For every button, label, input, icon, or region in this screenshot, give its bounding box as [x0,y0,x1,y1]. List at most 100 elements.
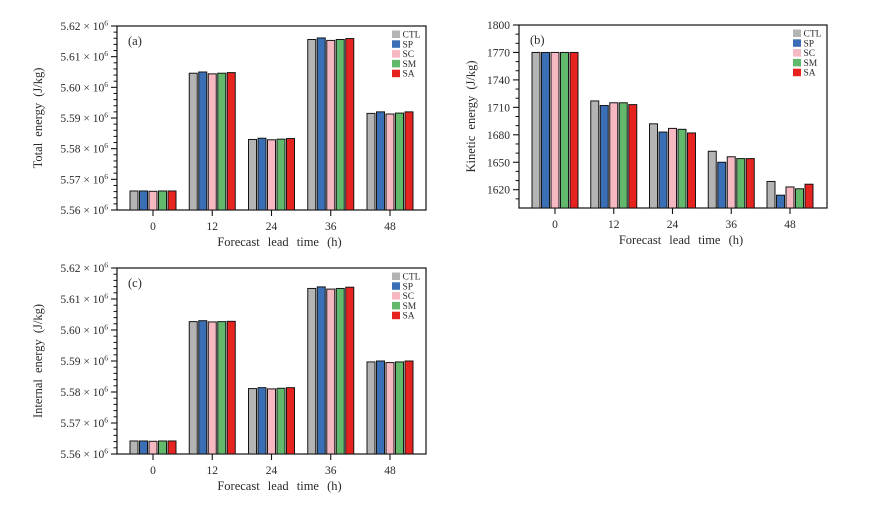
x-tick-label: 12 [207,465,219,477]
legend-label-sa: SA [804,69,816,79]
x-tick-label: 12 [207,221,219,233]
legend-swatch-sp [392,40,400,48]
bar-sc-36h [326,288,336,455]
bar-sc-24h [267,388,276,455]
legend-swatch-sa [392,69,400,78]
panel-label: (c) [128,276,142,290]
y-tick-label: 1650 [487,157,510,169]
bar-sp-12h [599,105,609,209]
x-axis-title: Forecast lead time (h) [217,235,341,249]
y-tick-label: 1740 [487,75,510,87]
superscript: 6 [104,141,108,150]
bar-sp-24h [658,131,668,209]
bar-ctl-24h [248,138,257,211]
bar-ctl-12h [188,321,198,455]
bar-sa-24h [687,132,696,209]
legend-swatch-sp [392,282,400,290]
bar-sc-12h [207,321,217,455]
legend-label-ctl: CTL [403,31,421,41]
bar-sp-48h [376,111,385,211]
x-axis-title: Forecast lead time (h) [619,233,743,247]
bar-sc-24h [668,127,677,209]
y-tick-label: 5.61 × 106 [60,49,108,64]
y-tick-label: 1770 [487,47,510,59]
legend-swatch-sa [392,311,400,320]
bar-sc-0h [550,51,560,209]
y-tick-label: 1680 [487,130,510,142]
legend-swatch-ctl [392,272,400,280]
bar-sp-0h [139,440,148,455]
legend-label-sp: SP [804,39,815,49]
bar-sm-24h [677,128,687,209]
bar-sc-12h [207,73,217,211]
legend-label-sc: SC [804,49,816,59]
bar-ctl-36h [307,287,317,455]
bar-sa-48h [404,111,414,211]
x-tick-label: 0 [552,219,558,231]
y-tick-label: 5.56 × 106 [60,447,108,462]
y-tick-label: 5.58 × 106 [60,385,108,400]
legend-swatch-sm [793,58,801,67]
bar-sp-0h [139,190,148,211]
bar-ctl-12h [590,100,600,209]
y-tick-label: 5.62 × 106 [60,19,108,34]
bar-sm-0h [158,440,167,455]
legend-swatch-sc [392,292,400,300]
bar-sa-24h [286,387,295,455]
x-tick-label: 48 [784,219,796,231]
bar-sp-0h [541,51,550,209]
x-tick-label: 36 [325,465,337,477]
bar-sa-12h [226,72,236,211]
legend-label-sm: SM [804,59,818,69]
y-tick-label: 5.60 × 106 [60,80,108,95]
bar-sp-24h [257,137,267,211]
bar-sa-0h [167,190,177,211]
bar-sm-48h [795,188,804,209]
legend-swatch-sm [392,59,400,68]
legend-label-ctl: CTL [403,273,421,283]
bar-sm-36h [335,287,345,455]
bar-sa-0h [167,440,177,455]
y-axis-title: Total energy (J/kg) [31,68,45,169]
bar-sa-12h [628,104,638,209]
y-tick-label: 5.61 × 106 [60,292,108,307]
bar-sp-12h [198,71,208,211]
x-tick-label: 36 [726,219,738,231]
superscript: 6 [104,354,108,363]
legend-label-sc: SC [403,292,415,302]
superscript: 6 [104,203,108,212]
bar-ctl-24h [248,388,257,455]
bar-sm-0h [158,190,167,211]
bar-sa-12h [226,320,236,455]
bar-sa-36h [745,158,755,209]
bar-ctl-48h [766,180,776,209]
legend-label-sm: SM [403,60,417,70]
x-tick-label: 24 [667,219,679,231]
legend-label-sa: SA [403,70,415,80]
bar-sm-48h [395,112,404,211]
legend-label-sp: SP [403,282,414,292]
chart-a: 5.56 × 106 5.57 × 106 5.58 × 106 5.59 × 106… [31,19,427,249]
bar-sm-24h [276,387,286,455]
legend-swatch-sm [392,301,400,310]
panel-label: (b) [530,33,545,47]
bar-sa-36h [345,38,355,211]
y-tick-label: 5.59 × 106 [60,354,108,369]
x-axis-title: Forecast lead time (h) [217,479,341,493]
bar-sc-0h [148,190,158,211]
bar-ctl-0h [129,190,139,211]
panel-label: (a) [128,34,142,48]
x-tick-label: 24 [266,221,278,233]
bar-sm-48h [395,361,404,455]
bar-sc-24h [267,139,276,211]
bar-sm-36h [335,38,345,211]
legend-swatch-ctl [392,30,400,38]
bar-ctl-0h [531,51,541,209]
bar-sm-12h [217,321,227,455]
superscript: 6 [104,49,108,58]
x-tick-label: 12 [608,219,620,231]
superscript: 6 [104,172,108,181]
legend-swatch-sc [392,50,400,58]
